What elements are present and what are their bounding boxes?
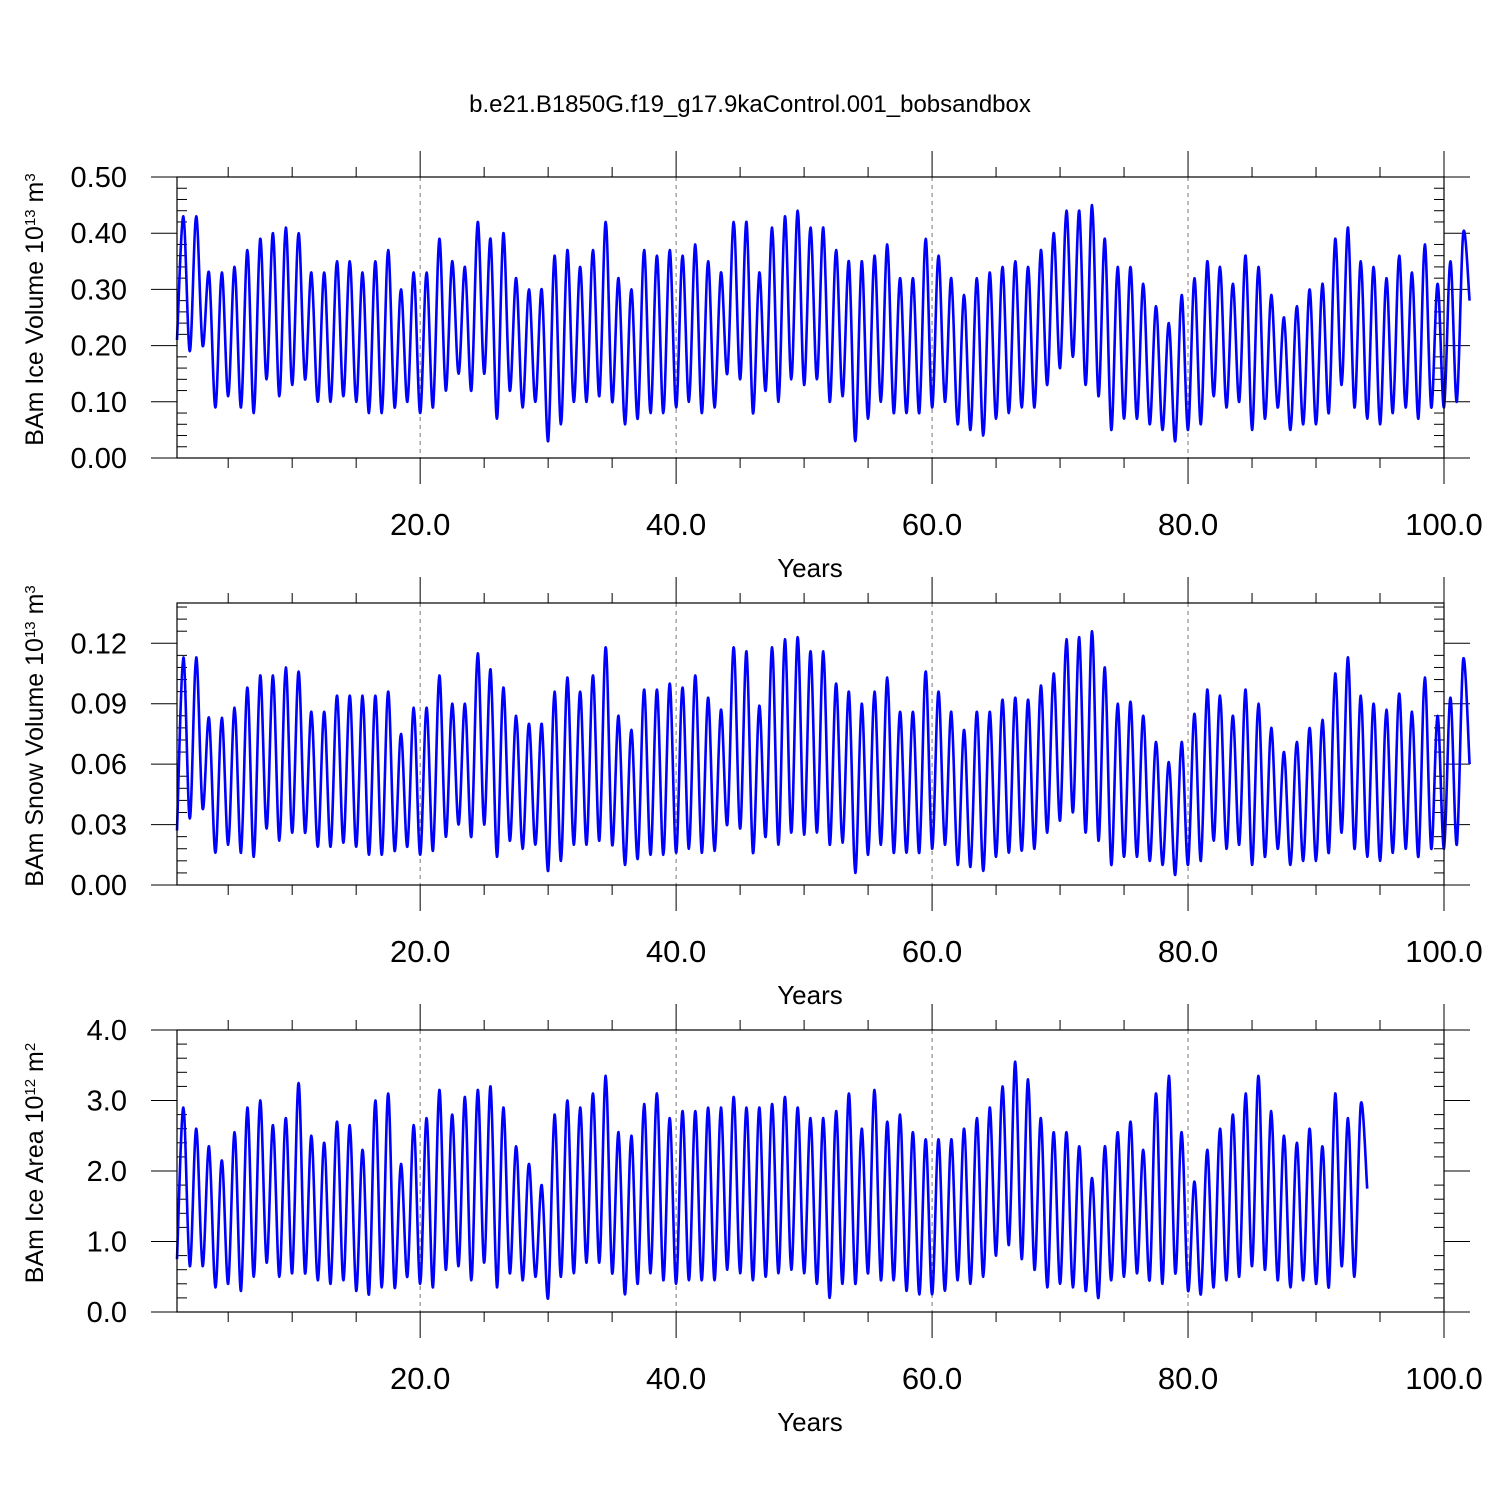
y-tick-label: 0.0 [87,1297,127,1329]
y-tick-label: 0.30 [71,274,127,306]
y-axis-label-exponent: 13 [22,209,39,226]
y-tick-label: 0.20 [71,331,127,363]
series-line-1 [175,629,1471,877]
y-axis-label: BAm Snow Volume 1013 m3 [21,585,49,887]
x-tick-label: 100.0 [1405,507,1483,542]
chart-panel-1: 0.00 0.10 0.20 0.30 0.40 0.50 20.0 40.0 60.0 80.0… [21,151,1483,583]
x-axis-label: Years [777,980,843,1010]
x-tick-label: 20.0 [390,1361,450,1396]
plot-frame [176,602,1445,886]
y-tick-label: 0.40 [71,218,127,250]
x-tick-label: 80.0 [1158,1361,1218,1396]
y-axis-label-exponent: 13 [22,621,39,638]
y-axis-label-exponent: 2 [22,1043,39,1051]
x-tick-label: 40.0 [646,507,706,542]
y-axis-label: BAm Ice Volume 1013 m3 [21,173,49,445]
x-axis-label: Years [777,553,843,583]
y-tick-label: 0.03 [71,810,127,842]
y-tick-label: 0.06 [71,749,127,781]
y-tick-label: 0.12 [71,628,127,660]
plot-frame [176,176,1445,459]
y-tick-label: 0.10 [71,387,127,419]
y-axis-label: BAm Ice Area 1012 m2 [21,1043,49,1283]
plot-frame [176,1029,1445,1313]
y-tick-label: 0.00 [71,870,127,902]
x-tick-label: 60.0 [902,507,962,542]
y-axis-label-text: BAm Snow Volume 10 [21,638,49,887]
x-axis-label: Years [777,1407,843,1437]
x-tick-label: 40.0 [646,1361,706,1396]
x-tick-label: 80.0 [1158,507,1218,542]
x-tick-label: 80.0 [1158,934,1218,969]
y-tick-label: 0.00 [71,443,127,475]
y-tick-label: 2.0 [87,1156,127,1188]
x-tick-label: 40.0 [646,934,706,969]
y-tick-label: 3.0 [87,1086,127,1118]
chart-panel-3: 0.0 1.0 2.0 3.0 4.0 20.0 40.0 60.0 80.0 100.0 Year… [21,1004,1483,1437]
series-line-1 [175,1060,1369,1300]
y-tick-label: 0.50 [71,162,127,194]
series-line-1 [175,203,1471,443]
y-tick-label: 4.0 [87,1015,127,1047]
y-tick-label: 1.0 [87,1227,127,1259]
y-axis-label-text: m [21,1051,49,1079]
x-tick-label: 20.0 [390,507,450,542]
figure-title: b.e21.B1850G.f19_g17.9kaControl.001_bobs… [469,91,1031,118]
x-tick-label: 20.0 [390,934,450,969]
y-axis-label-text: m [21,594,49,622]
chart-panel-2: 0.00 0.03 0.06 0.09 0.12 20.0 40.0 60.0 80.0 100.… [21,577,1483,1010]
y-tick-label: 0.09 [71,689,127,721]
x-tick-label: 100.0 [1405,934,1483,969]
y-axis-label-exponent: 12 [22,1079,39,1096]
y-axis-label-text: m [21,182,49,210]
y-axis-label-text: BAm Ice Area 10 [21,1096,49,1284]
y-axis-label-exponent: 3 [22,585,39,593]
x-tick-label: 60.0 [902,1361,962,1396]
x-tick-label: 100.0 [1405,1361,1483,1396]
y-axis-label-exponent: 3 [22,173,39,181]
x-tick-label: 60.0 [902,934,962,969]
y-axis-label-text: BAm Ice Volume 10 [21,226,49,446]
